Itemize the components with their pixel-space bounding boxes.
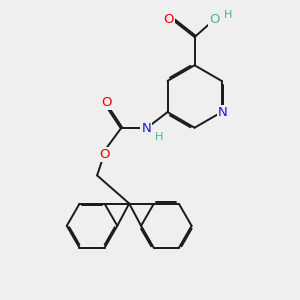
Text: O: O: [163, 13, 174, 26]
Text: H: H: [224, 11, 233, 20]
Text: N: N: [141, 122, 151, 135]
Text: O: O: [101, 96, 111, 110]
Text: O: O: [99, 148, 110, 161]
Text: N: N: [218, 106, 228, 118]
Text: O: O: [209, 13, 220, 26]
Text: H: H: [154, 132, 163, 142]
